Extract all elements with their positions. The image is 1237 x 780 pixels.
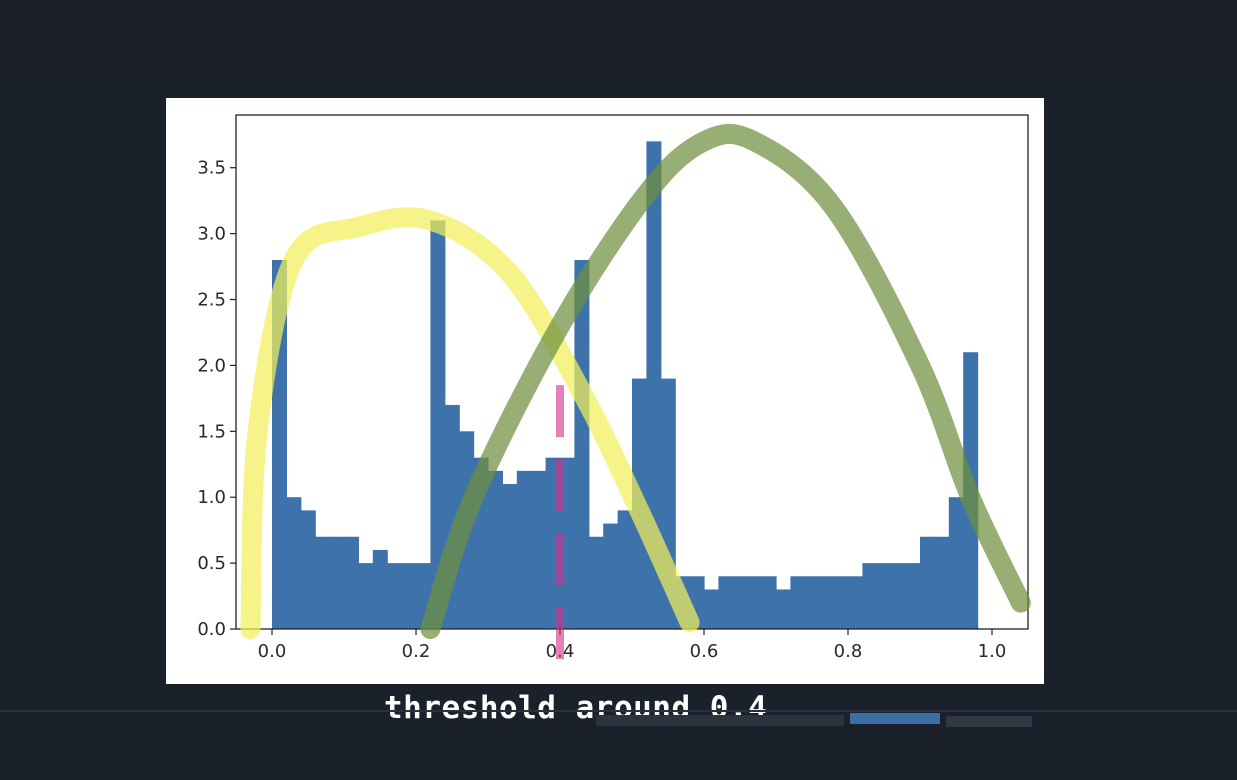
histogram-bar bbox=[603, 523, 619, 629]
histogram-bar bbox=[286, 497, 302, 629]
histogram-bar bbox=[747, 576, 763, 629]
histogram-bar bbox=[718, 576, 734, 629]
chart-figure: 0.00.51.01.52.02.53.03.50.00.20.40.60.81… bbox=[166, 98, 1044, 684]
histogram-bar bbox=[761, 576, 777, 629]
progress-track bbox=[596, 715, 844, 726]
divider bbox=[0, 710, 1237, 712]
histogram-bar bbox=[934, 536, 950, 629]
histogram-bar bbox=[588, 536, 604, 629]
histogram-bar bbox=[617, 510, 633, 629]
x-tick-label: 0.6 bbox=[690, 641, 719, 662]
y-tick-label: 2.0 bbox=[197, 355, 226, 376]
histogram-bar bbox=[920, 536, 935, 629]
histogram-bar bbox=[387, 563, 403, 629]
histogram-bar bbox=[646, 141, 662, 629]
histogram-bar bbox=[833, 576, 849, 629]
green-curve-annotation bbox=[420, 123, 1031, 639]
histogram-bar bbox=[891, 563, 907, 629]
y-tick-label: 1.0 bbox=[197, 487, 226, 508]
top-band bbox=[0, 0, 1237, 78]
yellow-curve-annotation bbox=[240, 207, 700, 639]
histogram-bar bbox=[358, 563, 374, 629]
y-tick-label: 2.5 bbox=[197, 290, 226, 311]
plot-frame bbox=[235, 114, 1029, 630]
y-tick-label: 3.5 bbox=[197, 158, 226, 179]
y-tick-label: 0.0 bbox=[197, 619, 226, 640]
histogram-bar bbox=[372, 549, 388, 629]
y-tick-label: 1.5 bbox=[197, 421, 226, 442]
histogram-bar bbox=[905, 563, 921, 629]
histogram-bar bbox=[704, 589, 719, 629]
progress-indicator bbox=[850, 713, 940, 724]
histogram-bar bbox=[502, 484, 518, 629]
histogram-bar bbox=[300, 510, 316, 629]
histogram-bar bbox=[804, 576, 820, 629]
histogram-bar bbox=[516, 470, 532, 629]
histogram-bar bbox=[531, 470, 547, 629]
x-tick-label: 1.0 bbox=[978, 641, 1007, 662]
histogram-bar bbox=[344, 536, 359, 629]
histogram-bar bbox=[948, 497, 964, 629]
histogram-bar bbox=[848, 576, 863, 629]
histogram-bar bbox=[488, 470, 503, 629]
histogram-bar bbox=[876, 563, 892, 629]
histogram-bar bbox=[574, 259, 590, 629]
histogram-bar bbox=[819, 576, 835, 629]
y-tick-label: 3.0 bbox=[197, 224, 226, 245]
histogram-bar bbox=[776, 589, 791, 629]
histogram-bar bbox=[329, 536, 345, 629]
x-tick-label: 0.2 bbox=[402, 641, 431, 662]
x-tick-label: 0.0 bbox=[258, 641, 287, 662]
histogram-bar bbox=[430, 220, 446, 629]
histogram-bar bbox=[401, 563, 417, 629]
histogram-bar bbox=[862, 563, 878, 629]
x-tick-label: 0.8 bbox=[834, 641, 863, 662]
progress-track-end bbox=[946, 716, 1032, 727]
histogram-bar bbox=[315, 536, 331, 629]
y-tick-label: 0.5 bbox=[197, 553, 226, 574]
histogram-bar bbox=[732, 576, 748, 629]
histogram-chart: 0.00.51.01.52.02.53.03.50.00.20.40.60.81… bbox=[197, 114, 1031, 666]
histogram-bar bbox=[790, 576, 806, 629]
